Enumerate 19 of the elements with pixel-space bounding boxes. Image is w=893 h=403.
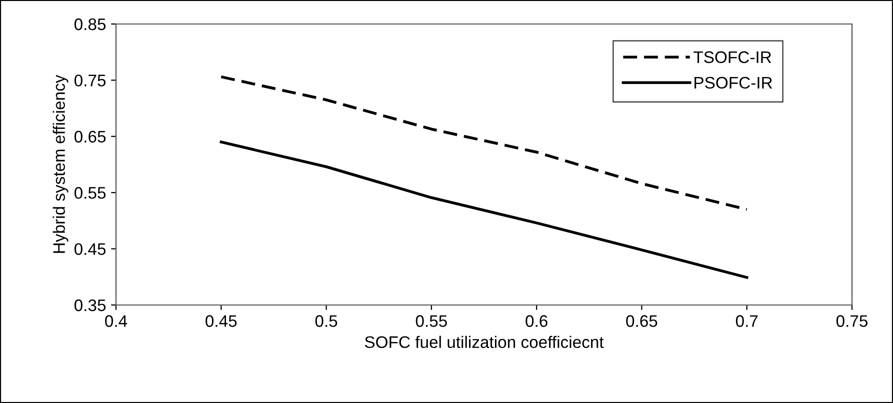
x-axis-title: SOFC fuel utilization coefficiecnt bbox=[364, 336, 604, 348]
y-tick-label: 0.85 bbox=[74, 18, 106, 30]
y-tick-label: 0.75 bbox=[74, 74, 106, 86]
x-tick-label: 0.7 bbox=[736, 315, 758, 327]
legend-label: PSOFC-IR bbox=[694, 76, 772, 89]
x-tick-label: 0.4 bbox=[105, 315, 128, 327]
x-tick-label: 0.45 bbox=[206, 315, 237, 327]
x-tick-label: 0.75 bbox=[836, 315, 868, 327]
y-tick-label: 0.35 bbox=[74, 299, 106, 312]
y-axis-title: Hybrid system efficiency bbox=[52, 74, 68, 253]
y-tick-label: 0.45 bbox=[74, 243, 106, 256]
x-tick-label: 0.65 bbox=[626, 315, 658, 327]
y-tick-label: 0.55 bbox=[74, 187, 106, 199]
y-tick-label: 0.65 bbox=[74, 130, 106, 143]
line-series bbox=[220, 140, 748, 279]
x-tick-label: 0.55 bbox=[416, 315, 447, 327]
x-tick-label: 0.6 bbox=[526, 315, 548, 327]
x-tick-label: 0.5 bbox=[315, 315, 338, 327]
legend-label: TSOFC-IR bbox=[694, 51, 772, 64]
